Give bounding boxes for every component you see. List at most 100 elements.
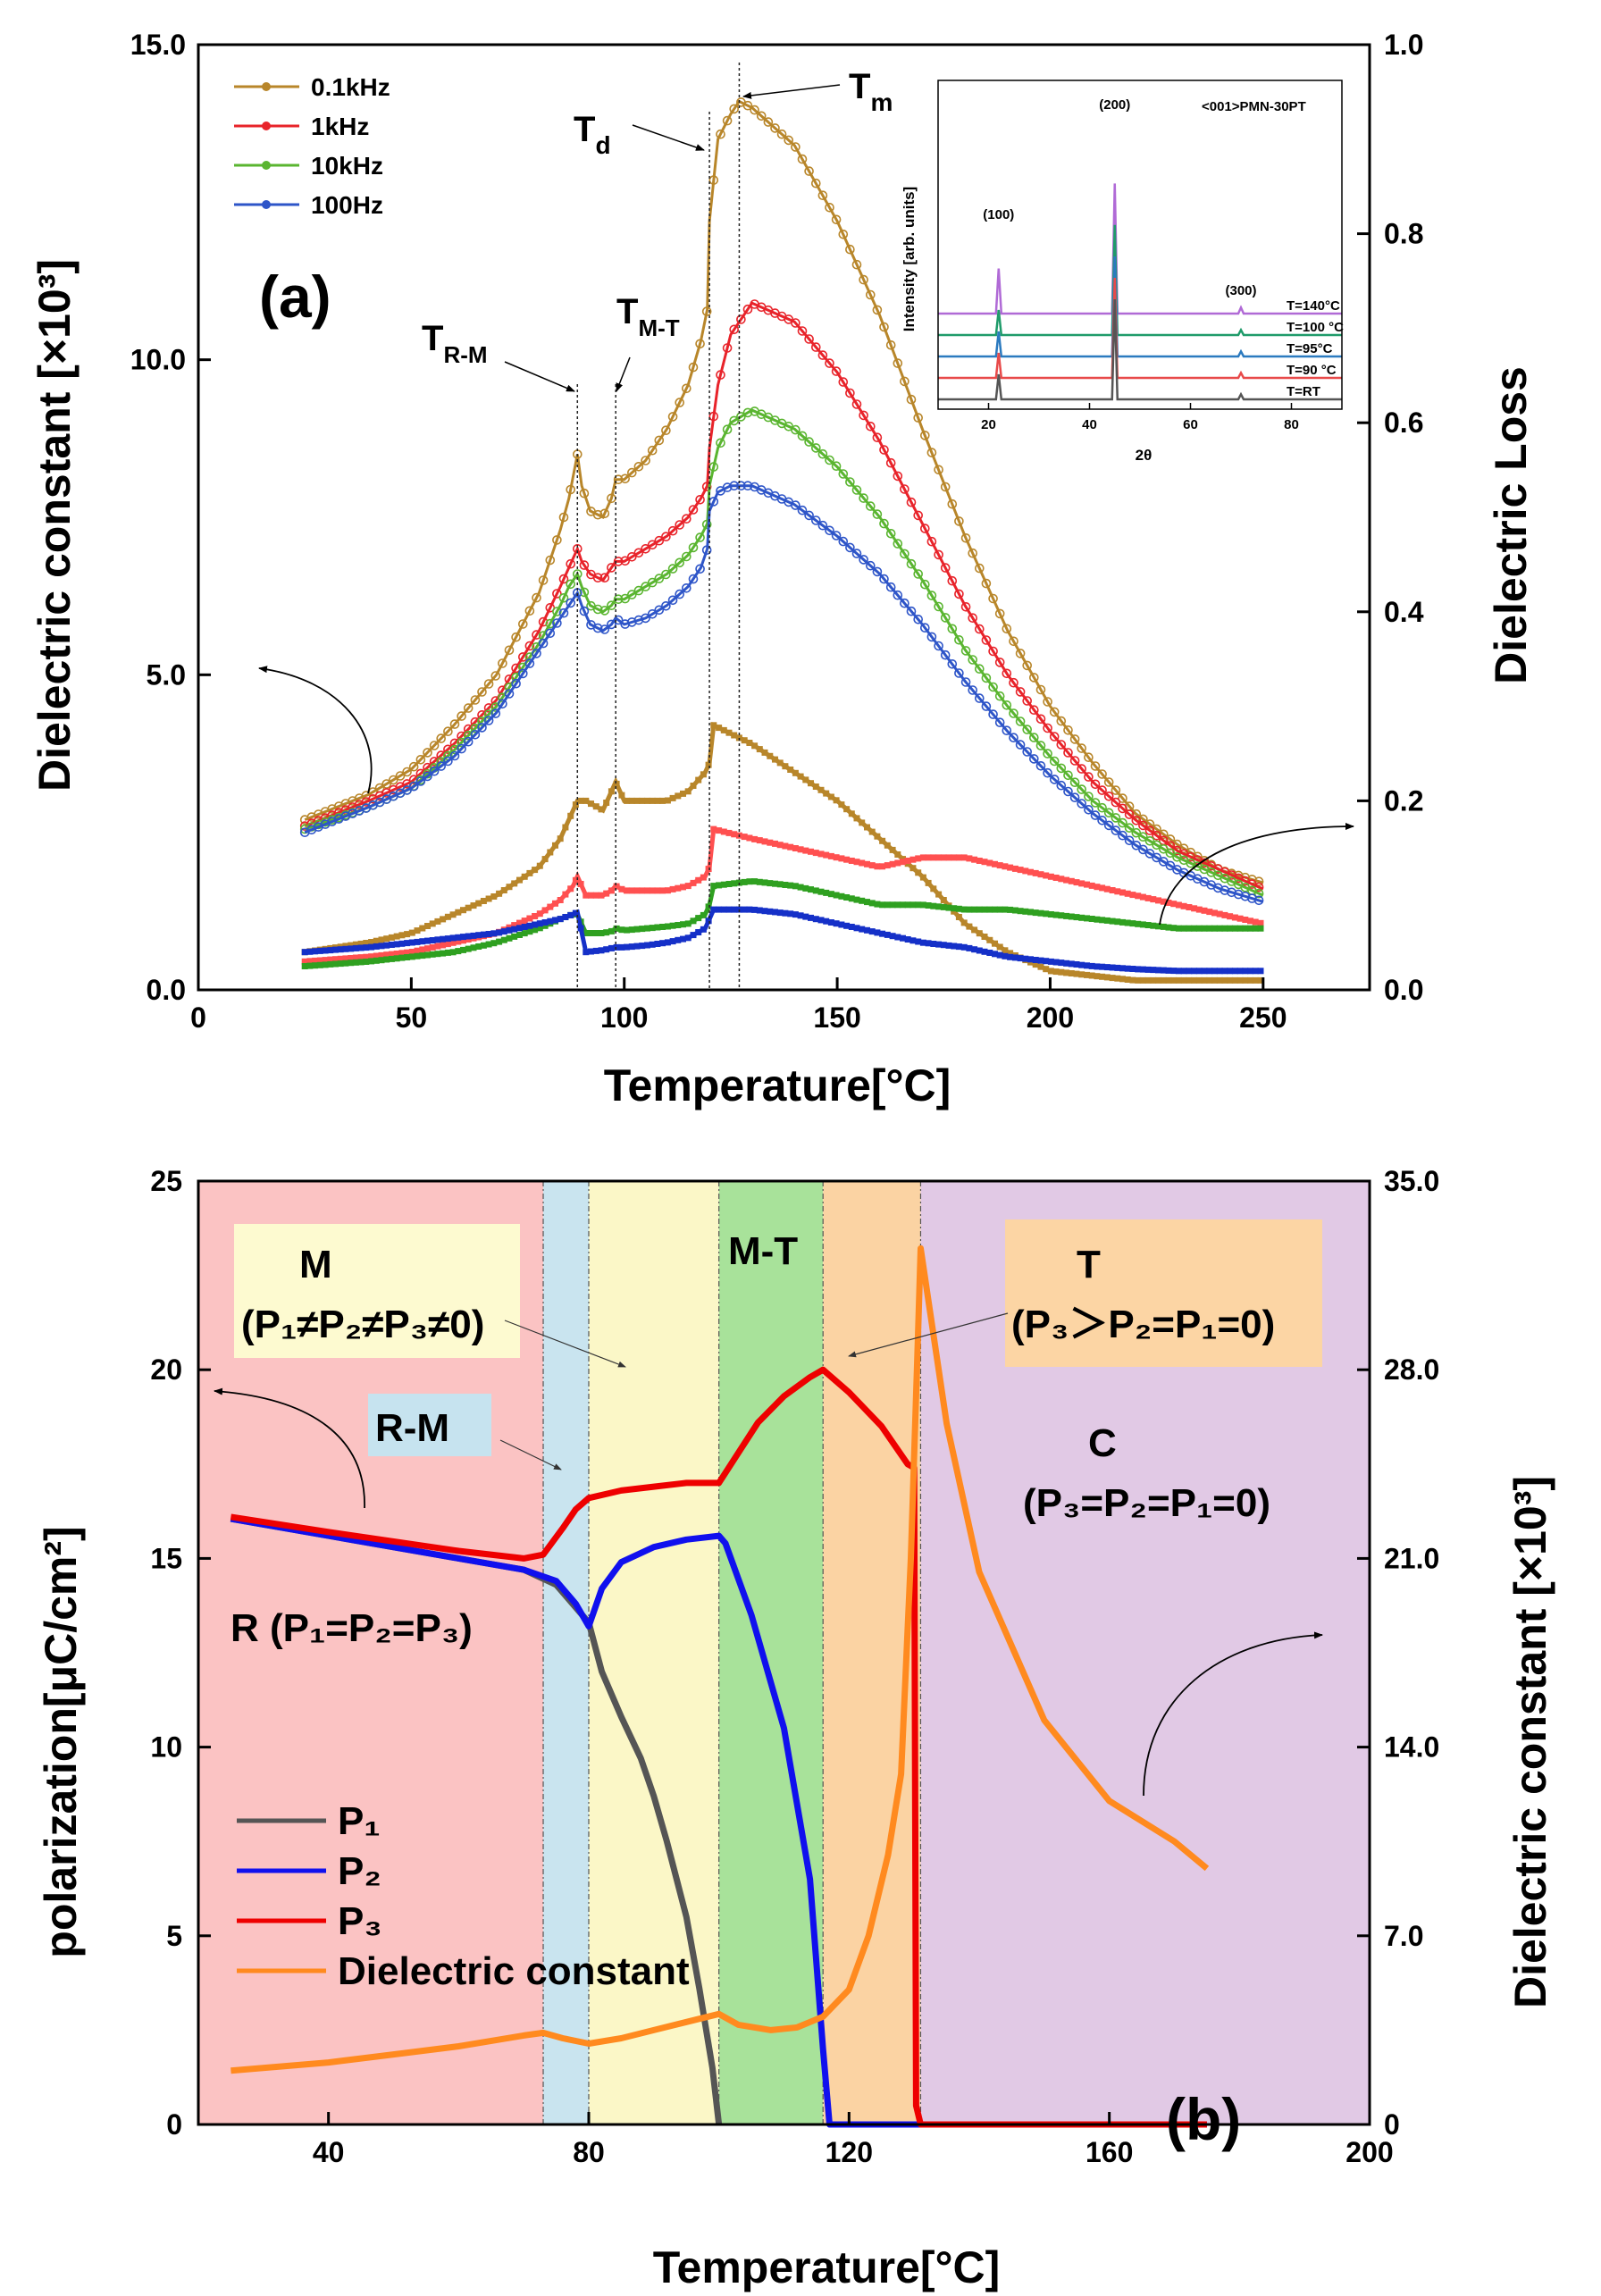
a-loss-point: [659, 940, 666, 947]
a-data-point: [681, 383, 692, 394]
a-loss-point: [1022, 867, 1029, 875]
a-loss-point: [388, 934, 395, 941]
a-data-point: [1144, 825, 1155, 835]
a-loss-point: [864, 899, 870, 906]
a-data-point: [395, 771, 406, 781]
a-data-point: [436, 750, 447, 760]
a-loss-point: [695, 915, 702, 922]
a-data-point: [716, 438, 725, 448]
inset-ticks: 20 40 60 80: [981, 403, 1299, 432]
a-data-point: [975, 624, 985, 634]
a-loss-point: [1155, 923, 1161, 930]
a-loss-point: [915, 938, 922, 945]
inset-trace-path: [938, 256, 1342, 358]
a-loss-point: [1114, 964, 1121, 971]
a-data-point: [913, 413, 923, 423]
a-data-point: [517, 668, 528, 679]
a-loss-point: [572, 801, 579, 809]
a-data-point: [517, 619, 528, 629]
tmt-label: TM-T: [616, 292, 680, 341]
a-loss-point: [357, 944, 365, 951]
a-y2-tick-label: 0.4: [1384, 596, 1424, 628]
a-loss-point: [705, 918, 712, 925]
a-loss-point: [440, 942, 447, 949]
a-loss-point: [874, 863, 881, 870]
a-loss-point: [864, 824, 870, 831]
a-loss-point: [1022, 908, 1029, 915]
panel-a-y2-axis-label: Dielectric Loss: [1486, 366, 1536, 684]
a-loss-point: [802, 847, 809, 854]
a-data-point: [1049, 707, 1060, 717]
a-loss-point: [889, 846, 896, 853]
a-loss-point: [322, 947, 329, 954]
td-sub: d: [595, 131, 610, 159]
a-data-point: [845, 244, 855, 255]
rm-label-box: [368, 1394, 491, 1456]
a-loss-point: [802, 913, 809, 920]
a-loss-point: [383, 956, 390, 963]
a-loss-point: [951, 943, 958, 950]
phase-region-m-t: [718, 1181, 824, 2124]
a-loss-point: [664, 797, 671, 804]
b-left-curved-arrow: [214, 1387, 365, 1509]
a-data-point: [859, 410, 868, 421]
a-data-point: [968, 548, 977, 558]
a-loss-point: [1011, 954, 1018, 961]
a-loss-point: [521, 873, 528, 880]
a-loss-point: [992, 860, 998, 867]
a-loss-point: [618, 926, 625, 934]
a-loss-point: [690, 879, 697, 886]
a-data-point: [498, 699, 507, 709]
a-loss-point: [1150, 967, 1157, 974]
a-loss-point: [1195, 968, 1203, 975]
a-loss-point: [971, 906, 978, 913]
a-data-point: [483, 716, 494, 725]
a-loss-point: [511, 926, 518, 933]
a-loss-point: [1043, 910, 1050, 918]
a-loss-point: [393, 955, 400, 962]
a-loss-point: [408, 929, 415, 936]
td-label: Td: [574, 110, 611, 159]
b-y-tick-label: 5: [166, 1920, 182, 1952]
b-y-tick-label: 0: [166, 2108, 182, 2141]
a-data-point: [566, 598, 576, 608]
a-loss-point: [583, 797, 590, 804]
a-data-point: [675, 520, 685, 530]
a-loss-point: [1144, 976, 1152, 984]
a-loss-point: [598, 892, 605, 899]
a-loss-point: [767, 752, 774, 759]
a-loss-point: [879, 863, 886, 870]
a-loss-point: [1043, 872, 1050, 879]
a-loss-point: [843, 806, 851, 813]
a-data-point: [470, 729, 481, 740]
a-data-point: [729, 415, 740, 426]
a-data-point: [641, 582, 650, 591]
b-y2-tick-label: 21.0: [1384, 1542, 1439, 1574]
a-loss-point: [1221, 925, 1228, 932]
a-loss-point: [455, 934, 462, 941]
inset-trace-path: [938, 298, 1342, 401]
a-data-point: [1240, 891, 1251, 901]
a-data-point: [477, 687, 487, 697]
a-loss-point: [919, 939, 926, 946]
a-loss-point: [1180, 968, 1187, 975]
a-data-point: [1097, 785, 1107, 795]
a-loss-point: [1058, 876, 1065, 883]
a-loss-point: [624, 887, 631, 894]
a-loss-point: [337, 960, 344, 968]
a-loss-point: [608, 927, 615, 934]
a-data-point: [940, 613, 951, 623]
a-loss-point: [1216, 925, 1223, 932]
a-loss-point: [1242, 925, 1249, 932]
a-legend-label: 1kHz: [311, 113, 369, 140]
a-loss-point: [919, 901, 926, 909]
a-data-point: [1138, 844, 1148, 855]
a-loss-point: [797, 884, 804, 891]
a-data-point: [1084, 804, 1094, 815]
a-data-point: [1118, 817, 1127, 828]
a-loss-point: [716, 906, 723, 913]
a-loss-point: [598, 947, 605, 954]
a-loss-point: [475, 932, 482, 939]
a-loss-point: [1252, 968, 1259, 975]
a-loss-point: [731, 732, 738, 739]
